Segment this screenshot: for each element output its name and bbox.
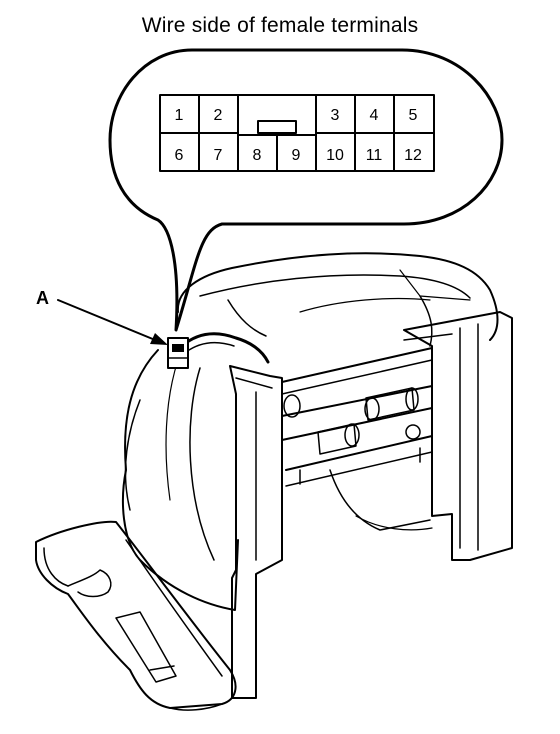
terminal-12: 12 (404, 147, 422, 164)
diagram-title: Wire side of female terminals (141, 14, 419, 37)
terminal-3: 3 (331, 107, 340, 124)
terminal-8: 8 (253, 147, 262, 164)
callout-a: A (36, 288, 168, 345)
terminal-7: 7 (214, 147, 223, 164)
terminal-2: 2 (214, 107, 223, 124)
terminal-10: 10 (326, 147, 344, 164)
terminal-4: 4 (370, 107, 379, 124)
terminal-5: 5 (409, 107, 418, 124)
connector-zoom-bubble (108, 48, 504, 332)
terminal-1: 1 (175, 107, 184, 124)
connector-terminal-grid (159, 94, 435, 172)
side-trim-cover (35, 520, 237, 711)
connector-latch-tab (257, 120, 297, 134)
connector-a (167, 337, 189, 369)
callout-a-label: A (36, 288, 49, 308)
terminal-6: 6 (175, 147, 184, 164)
terminal-11: 11 (366, 147, 383, 164)
terminal-labels: 1 2 3 4 5 6 7 8 9 10 11 12 (175, 107, 422, 164)
terminal-9: 9 (292, 147, 301, 164)
seat-illustration (35, 252, 513, 711)
